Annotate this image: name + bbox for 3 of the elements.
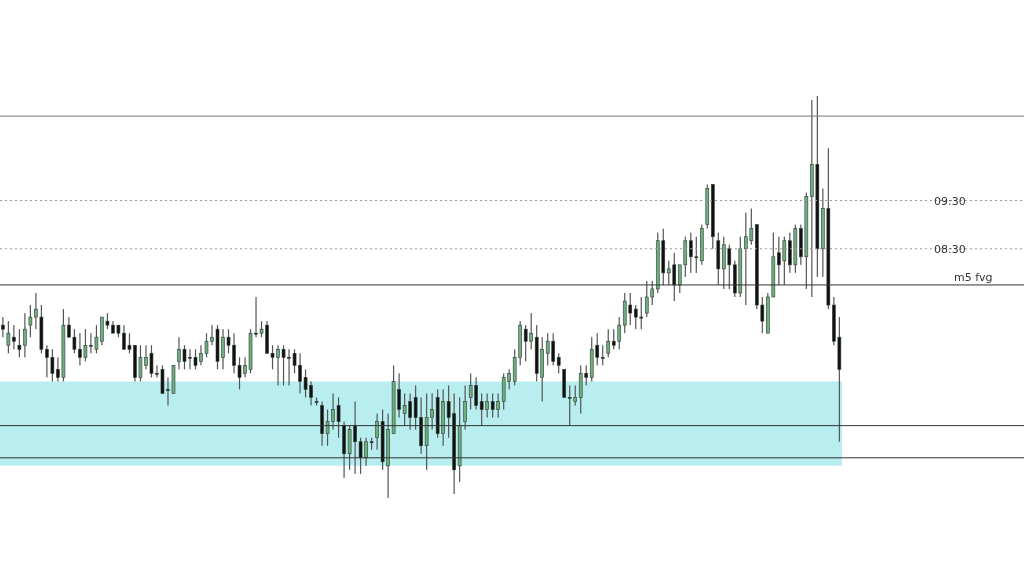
annotation: 09:30 — [934, 194, 966, 208]
ref-line-label: m5 fvg — [954, 270, 993, 284]
annotation: 08:30 — [934, 242, 966, 256]
